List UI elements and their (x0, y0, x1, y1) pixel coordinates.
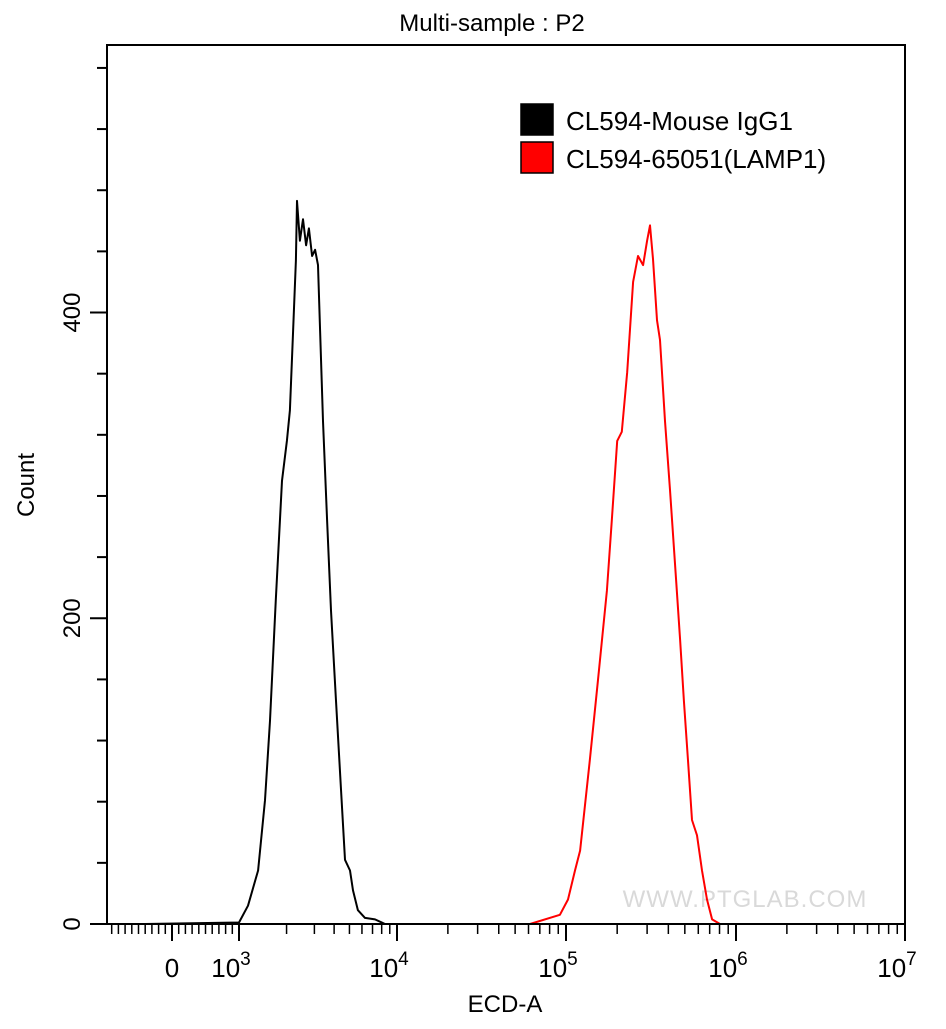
legend-label: CL594-Mouse IgG1 (566, 106, 793, 136)
legend: CL594-Mouse IgG1 CL594-65051(LAMP1) (520, 103, 826, 174)
y-tick-label: 200 (59, 598, 86, 638)
y-axis-label: Count (13, 453, 40, 517)
x-tick-label: 0 (165, 953, 179, 983)
legend-swatch (520, 141, 554, 174)
plot-frame (106, 44, 906, 925)
x-tick-label: 105 (538, 949, 578, 983)
x-axis-label: ECD-A (468, 991, 543, 1018)
x-tick-label: 107 (877, 949, 917, 983)
y-tick-label: 400 (59, 292, 86, 332)
legend-label: CL594-65051(LAMP1) (566, 144, 826, 174)
x-tick-label: 103 (211, 949, 251, 983)
series-line-0 (145, 199, 386, 925)
watermark: WWW.PTGLAB.COM (623, 886, 868, 913)
series-line-1 (529, 224, 721, 925)
x-tick-label: 104 (369, 949, 409, 983)
legend-swatch (520, 103, 554, 136)
chart-title: Multi-sample : P2 (399, 10, 584, 37)
x-tick-label: 106 (708, 949, 748, 983)
y-tick-label: 0 (59, 917, 86, 930)
